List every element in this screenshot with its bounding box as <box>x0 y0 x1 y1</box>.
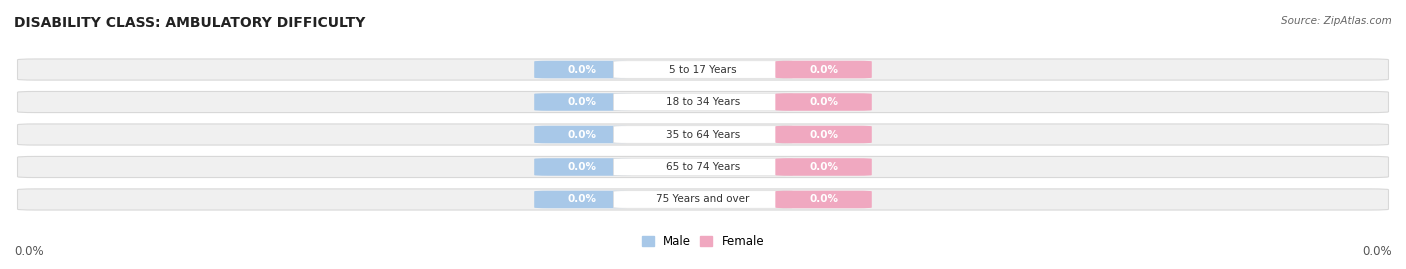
FancyBboxPatch shape <box>775 158 872 176</box>
Text: 35 to 64 Years: 35 to 64 Years <box>666 129 740 140</box>
FancyBboxPatch shape <box>534 158 631 176</box>
FancyBboxPatch shape <box>534 61 631 78</box>
FancyBboxPatch shape <box>775 126 872 143</box>
Text: 0.0%: 0.0% <box>568 97 598 107</box>
FancyBboxPatch shape <box>775 61 872 78</box>
FancyBboxPatch shape <box>17 157 1389 178</box>
Text: 5 to 17 Years: 5 to 17 Years <box>669 65 737 75</box>
Text: 65 to 74 Years: 65 to 74 Years <box>666 162 740 172</box>
Text: Source: ZipAtlas.com: Source: ZipAtlas.com <box>1281 16 1392 26</box>
Text: 0.0%: 0.0% <box>808 129 838 140</box>
FancyBboxPatch shape <box>613 191 793 208</box>
FancyBboxPatch shape <box>17 59 1389 80</box>
Text: 0.0%: 0.0% <box>568 162 598 172</box>
Text: 0.0%: 0.0% <box>1362 245 1392 258</box>
FancyBboxPatch shape <box>613 126 793 143</box>
FancyBboxPatch shape <box>534 191 631 208</box>
Text: 0.0%: 0.0% <box>568 194 598 204</box>
FancyBboxPatch shape <box>775 191 872 208</box>
FancyBboxPatch shape <box>613 158 793 176</box>
Text: 0.0%: 0.0% <box>808 65 838 75</box>
Text: DISABILITY CLASS: AMBULATORY DIFFICULTY: DISABILITY CLASS: AMBULATORY DIFFICULTY <box>14 16 366 30</box>
Text: 18 to 34 Years: 18 to 34 Years <box>666 97 740 107</box>
Text: 0.0%: 0.0% <box>568 65 598 75</box>
Text: 0.0%: 0.0% <box>568 129 598 140</box>
FancyBboxPatch shape <box>613 61 793 78</box>
Text: 0.0%: 0.0% <box>808 194 838 204</box>
FancyBboxPatch shape <box>775 93 872 111</box>
Legend: Male, Female: Male, Female <box>637 230 769 253</box>
Text: 0.0%: 0.0% <box>14 245 44 258</box>
Text: 0.0%: 0.0% <box>808 162 838 172</box>
FancyBboxPatch shape <box>534 93 631 111</box>
FancyBboxPatch shape <box>534 126 631 143</box>
FancyBboxPatch shape <box>17 124 1389 145</box>
FancyBboxPatch shape <box>613 93 793 111</box>
FancyBboxPatch shape <box>17 91 1389 112</box>
FancyBboxPatch shape <box>17 189 1389 210</box>
Text: 75 Years and over: 75 Years and over <box>657 194 749 204</box>
Text: 0.0%: 0.0% <box>808 97 838 107</box>
